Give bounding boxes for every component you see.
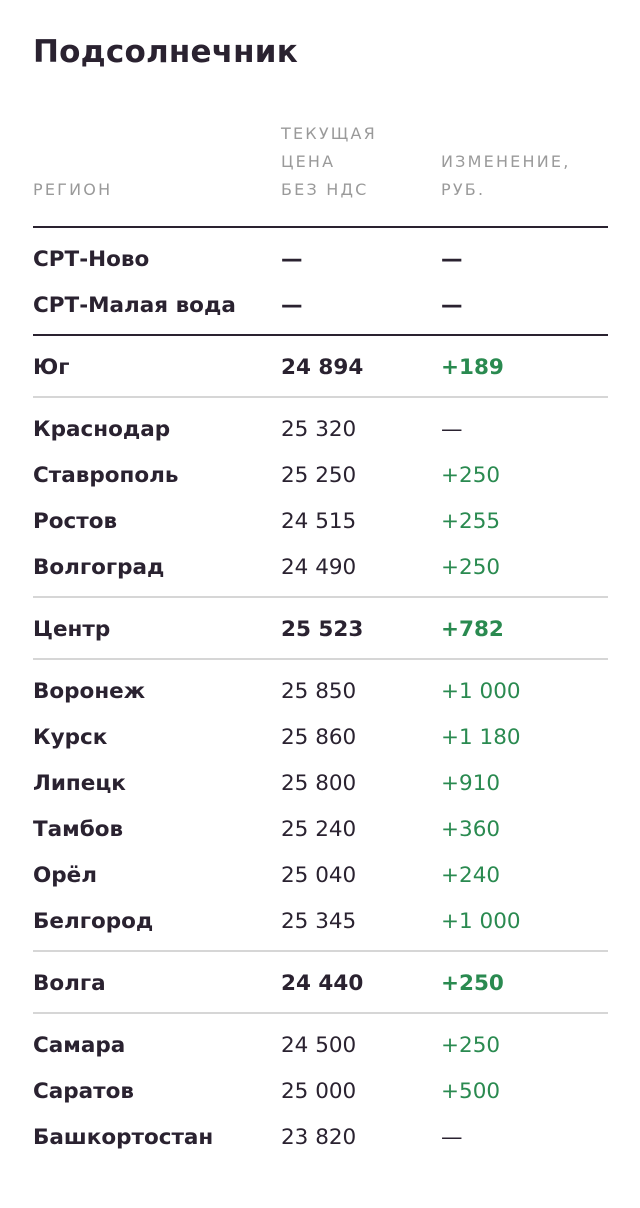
price-cell: 24 440 xyxy=(281,971,364,996)
change-cell: — xyxy=(441,1125,463,1150)
change-cell: +250 xyxy=(441,555,501,580)
table-row: СРТ-Ново — — xyxy=(0,240,640,280)
table-row: СРТ-Малая вода — — xyxy=(0,286,640,326)
price-cell: 25 320 xyxy=(281,417,357,442)
region-cell: Самара xyxy=(33,1033,126,1058)
section-divider xyxy=(33,334,608,336)
region-cell: СРТ-Ново xyxy=(33,247,150,272)
change-cell: +189 xyxy=(441,355,504,380)
header-divider xyxy=(33,226,608,228)
change-cell: +782 xyxy=(441,617,504,642)
change-cell: +910 xyxy=(441,771,501,796)
change-cell: +250 xyxy=(441,1033,501,1058)
region-cell: Ставрополь xyxy=(33,463,179,488)
region-cell: Тамбов xyxy=(33,817,124,842)
change-cell: +1 000 xyxy=(441,909,521,934)
price-cell: 25 000 xyxy=(281,1079,357,1104)
section-divider xyxy=(33,396,608,398)
change-cell: +255 xyxy=(441,509,501,534)
region-cell: Ростов xyxy=(33,509,118,534)
table-row-district: Юг 24 894 +189 xyxy=(0,348,640,388)
change-cell: +360 xyxy=(441,817,501,842)
column-header-region: РЕГИОН xyxy=(33,180,113,199)
table-row: Ставрополь 25 250 +250 xyxy=(0,456,640,496)
region-cell: Воронеж xyxy=(33,679,146,704)
section-divider xyxy=(33,1012,608,1014)
table-row: Тамбов 25 240 +360 xyxy=(0,810,640,850)
price-cell: 23 820 xyxy=(281,1125,357,1150)
section-divider xyxy=(33,950,608,952)
price-cell: 24 490 xyxy=(281,555,357,580)
price-cell: 24 500 xyxy=(281,1033,357,1058)
table-row: Самара 24 500 +250 xyxy=(0,1026,640,1066)
table-row: Ростов 24 515 +255 xyxy=(0,502,640,542)
region-cell: Волга xyxy=(33,971,106,996)
region-cell: Центр xyxy=(33,617,111,642)
change-cell: +1 180 xyxy=(441,725,521,750)
region-cell: Волгоград xyxy=(33,555,165,580)
price-cell: 25 040 xyxy=(281,863,357,888)
price-cell: 25 240 xyxy=(281,817,357,842)
change-cell: +500 xyxy=(441,1079,501,1104)
change-cell: — xyxy=(441,293,463,318)
column-header-change: ИЗМЕНЕНИЕ, РУБ. xyxy=(441,152,571,199)
table-row: Краснодар 25 320 — xyxy=(0,410,640,450)
table-row: Липецк 25 800 +910 xyxy=(0,764,640,804)
change-cell: +240 xyxy=(441,863,501,888)
page-title: Подсолнечник xyxy=(33,34,298,70)
price-cell: 25 850 xyxy=(281,679,357,704)
region-cell: Юг xyxy=(33,355,70,380)
change-cell: +1 000 xyxy=(441,679,521,704)
region-cell: Башкортостан xyxy=(33,1125,214,1150)
region-cell: Липецк xyxy=(33,771,126,796)
table-row: Волгоград 24 490 +250 xyxy=(0,548,640,588)
region-cell: СРТ-Малая вода xyxy=(33,293,236,318)
column-header-price: ТЕКУЩАЯ ЦЕНА БЕЗ НДС xyxy=(281,124,377,199)
price-cell: — xyxy=(281,247,303,272)
section-divider xyxy=(33,596,608,598)
section-divider xyxy=(33,658,608,660)
region-cell: Саратов xyxy=(33,1079,135,1104)
region-cell: Краснодар xyxy=(33,417,171,442)
price-cell: 24 894 xyxy=(281,355,364,380)
table-row: Башкортостан 23 820 — xyxy=(0,1118,640,1158)
change-cell: — xyxy=(441,247,463,272)
price-cell: 25 860 xyxy=(281,725,357,750)
price-cell: 25 523 xyxy=(281,617,364,642)
table-row-district: Центр 25 523 +782 xyxy=(0,610,640,650)
price-cell: 25 800 xyxy=(281,771,357,796)
region-cell: Белгород xyxy=(33,909,154,934)
change-cell: +250 xyxy=(441,971,504,996)
region-cell: Орёл xyxy=(33,863,97,888)
price-cell: 25 250 xyxy=(281,463,357,488)
change-cell: — xyxy=(441,417,463,442)
table-row: Белгород 25 345 +1 000 xyxy=(0,902,640,942)
price-cell: 25 345 xyxy=(281,909,357,934)
price-cell: — xyxy=(281,293,303,318)
price-cell: 24 515 xyxy=(281,509,357,534)
table-row: Воронеж 25 850 +1 000 xyxy=(0,672,640,712)
table-row: Курск 25 860 +1 180 xyxy=(0,718,640,758)
table-row: Саратов 25 000 +500 xyxy=(0,1072,640,1112)
table-row: Орёл 25 040 +240 xyxy=(0,856,640,896)
table-row-district: Волга 24 440 +250 xyxy=(0,964,640,1004)
region-cell: Курск xyxy=(33,725,108,750)
change-cell: +250 xyxy=(441,463,501,488)
